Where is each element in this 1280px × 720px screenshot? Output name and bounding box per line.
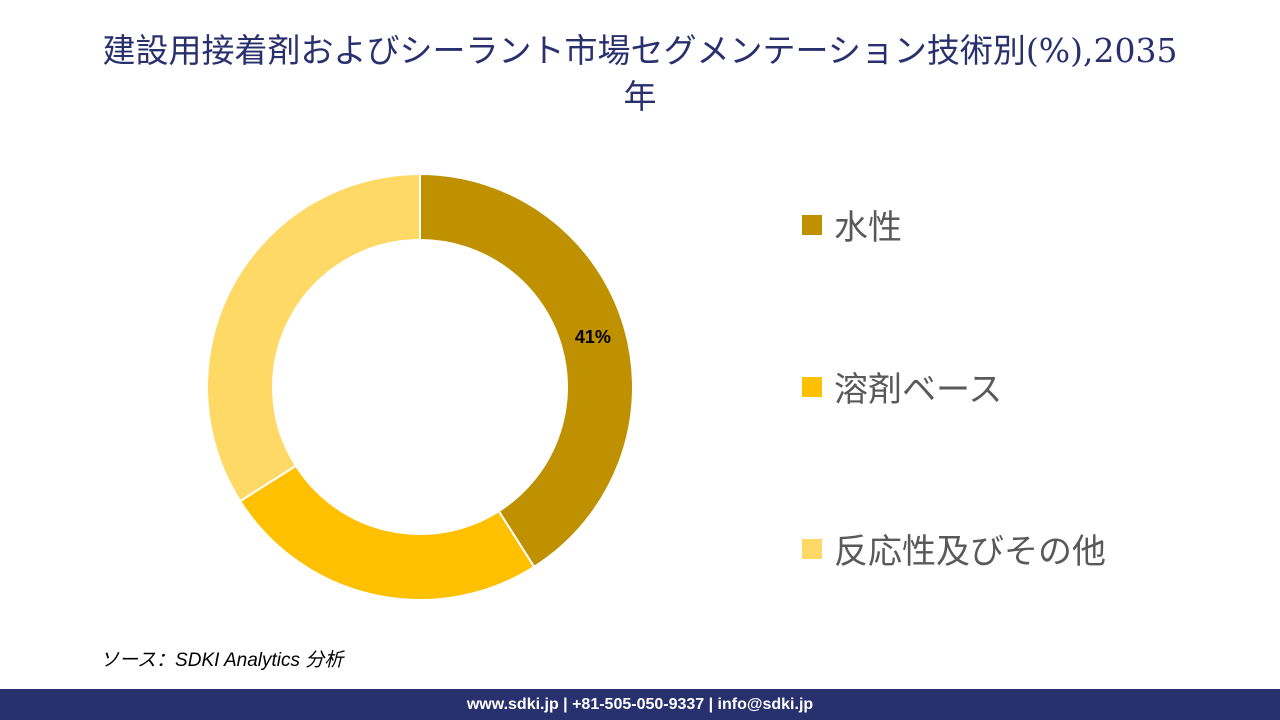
source-note: ソース：SDKI Analytics 分析 [100, 650, 344, 671]
slice-solvent-based [238, 464, 536, 601]
legend-item-water-based: 水性 [802, 200, 902, 249]
legend-item-solvent-based: 溶剤ベース [802, 362, 1002, 411]
slice-reactive-other [206, 172, 421, 503]
chart-title-line2: 年 [623, 77, 657, 116]
donut-slices [206, 172, 634, 601]
legend-swatch-reactive-other [802, 538, 822, 559]
legend-label: 水性 [834, 208, 902, 248]
slice-water-based [419, 172, 634, 569]
legend-swatch-solvent-based [802, 376, 822, 397]
donut-chart: 41% [206, 172, 634, 601]
legend-item-reactive-other: 反応性及びその他 [802, 524, 1106, 573]
legend-swatch-water-based [802, 214, 822, 235]
legend-label: 溶剤ベース [834, 370, 1003, 410]
chart-title-line1: 建設用接着剤およびシーラント市場セグメンテーション技術別(%),2035 [102, 31, 1178, 70]
data-label-water-based: 41% [575, 327, 611, 347]
legend-label: 反応性及びその他 [834, 532, 1106, 572]
footer-contact-bar: www.sdki.jp | +81-505-050-9337 | info@sd… [0, 689, 1280, 720]
chart-title: 建設用接着剤およびシーラント市場セグメンテーション技術別(%),2035 年 [0, 28, 1280, 120]
